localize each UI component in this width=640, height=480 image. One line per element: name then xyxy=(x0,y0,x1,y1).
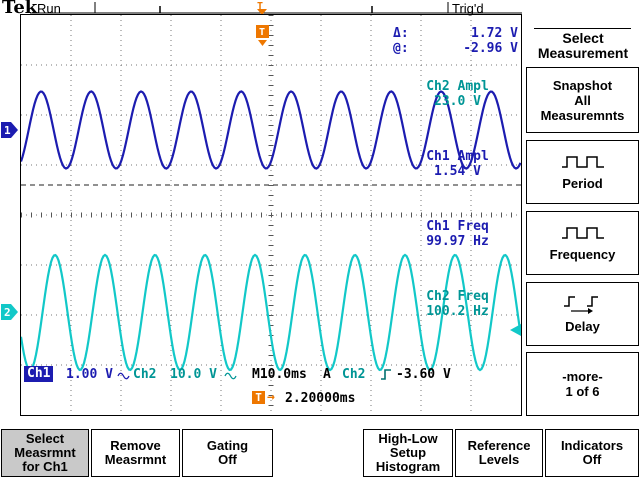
measurement-label: Ch2 Ampl xyxy=(426,79,489,94)
delay-edges-icon xyxy=(563,296,598,314)
ch2-ground-marker: 2 xyxy=(1,304,18,320)
tek-logo: Tek xyxy=(2,0,38,18)
menu-item-label: Period xyxy=(562,176,603,191)
menu-divider xyxy=(534,28,631,29)
waveform-ch2 xyxy=(21,253,521,372)
menu-item-delay[interactable]: Delay xyxy=(526,282,639,346)
menu-item-period[interactable]: Period xyxy=(526,140,639,204)
button-indicators[interactable]: Indicators Off xyxy=(545,429,639,477)
ch1-ground-marker: 1 xyxy=(1,122,18,138)
measurement-ch2-freq: Ch2 Freq 100.2 Hz xyxy=(405,289,510,319)
ch2-label: Ch2 xyxy=(133,367,157,382)
button-reference-levels[interactable]: Reference Levels xyxy=(455,429,543,477)
svg-text:2: 2 xyxy=(4,306,11,319)
record-trigger-marker: T xyxy=(257,1,267,15)
button-gating[interactable]: Gating Off xyxy=(182,429,273,477)
measurement-value: 23.0 V xyxy=(434,94,481,109)
acquisition-status: Run xyxy=(37,1,61,16)
button-label: Remove Measrmnt xyxy=(104,438,167,467)
measurement-value: 100.2 Hz xyxy=(426,304,489,319)
menu-item-snapshot-all[interactable]: Snapshot All Measuremnts xyxy=(526,67,639,133)
trigger-source: Ch2 xyxy=(342,367,366,382)
timebase-readout: M10.0ms xyxy=(252,367,307,382)
rising-edge-icon xyxy=(381,369,391,380)
button-label: Reference Levels xyxy=(467,438,531,467)
menu-item-label: Snapshot All Measuremnts xyxy=(540,77,625,123)
menu-item-label: Delay xyxy=(565,319,600,334)
menu-item-more[interactable]: -more- 1 of 6 xyxy=(526,352,639,416)
measurement-label: Ch1 Ampl xyxy=(426,149,489,164)
trigger-mode: A xyxy=(323,367,331,382)
ch1-scale: 1.00 V xyxy=(66,367,113,382)
button-label: High-Low Setup Histogram xyxy=(375,431,441,474)
delay-trigger-t-icon: T xyxy=(252,391,265,404)
button-label: Select Measrmnt for Ch1 xyxy=(14,431,76,474)
grid-lines xyxy=(21,15,521,415)
measurement-label: Ch2 Freq xyxy=(426,289,489,304)
measurement-value: 99.97 Hz xyxy=(426,234,489,249)
button-label: Gating Off xyxy=(206,438,249,467)
svg-text:T: T xyxy=(257,1,263,12)
measurement-label: Ch1 Freq xyxy=(426,219,489,234)
svg-text:1: 1 xyxy=(4,124,11,137)
trigger-status: Trig'd xyxy=(452,1,484,16)
button-high-low-setup[interactable]: High-Low Setup Histogram xyxy=(363,429,453,477)
delta-label: Δ: xyxy=(393,26,409,41)
graticule: T xyxy=(21,15,521,415)
ch1-badge: Ch1 xyxy=(24,366,54,382)
at-value: -2.96 V xyxy=(463,41,518,56)
trigger-position-marker: T xyxy=(256,25,269,46)
button-remove-measurement[interactable]: Remove Measrmnt xyxy=(91,429,180,477)
button-select-measurement[interactable]: Select Measrmnt for Ch1 xyxy=(1,429,89,477)
menu-item-label: Frequency xyxy=(549,247,616,262)
square-wave-icon xyxy=(561,156,604,168)
at-label: @: xyxy=(393,41,409,56)
waveform-ch1 xyxy=(21,90,521,170)
delay-time-readout: 2.20000ms xyxy=(285,391,356,406)
measurement-value: 1.54 V xyxy=(434,164,481,179)
menu-item-label: -more- 1 of 6 xyxy=(562,369,603,399)
measurement-ch1-freq: Ch1 Freq 99.97 Hz xyxy=(405,219,510,249)
svg-text:T: T xyxy=(259,27,265,38)
button-label: Indicators Off xyxy=(560,438,624,467)
ch2-coupling-icon xyxy=(224,372,237,380)
measurement-ch2-ampl: Ch2 Ampl 23.0 V xyxy=(405,79,510,109)
cursor-readout: Δ: 1.72 V @: -2.96 V xyxy=(393,26,518,56)
measurement-ch1-ampl: Ch1 Ampl 1.54 V xyxy=(405,149,510,179)
square-wave-icon xyxy=(561,227,604,239)
menu-item-frequency[interactable]: Frequency xyxy=(526,211,639,275)
record-view-bar: T xyxy=(30,1,522,15)
trigger-level-marker xyxy=(510,324,521,336)
trigger-level-readout: -3.60 V xyxy=(396,367,451,382)
side-menu-title: Select Measurement xyxy=(537,30,629,61)
delay-arrow-icon: → xyxy=(267,390,275,405)
graticule-border xyxy=(20,14,522,416)
ch2-scale: 10.0 V xyxy=(170,367,217,382)
delta-value: 1.72 V xyxy=(471,26,518,41)
ch1-coupling-icon xyxy=(117,372,130,380)
